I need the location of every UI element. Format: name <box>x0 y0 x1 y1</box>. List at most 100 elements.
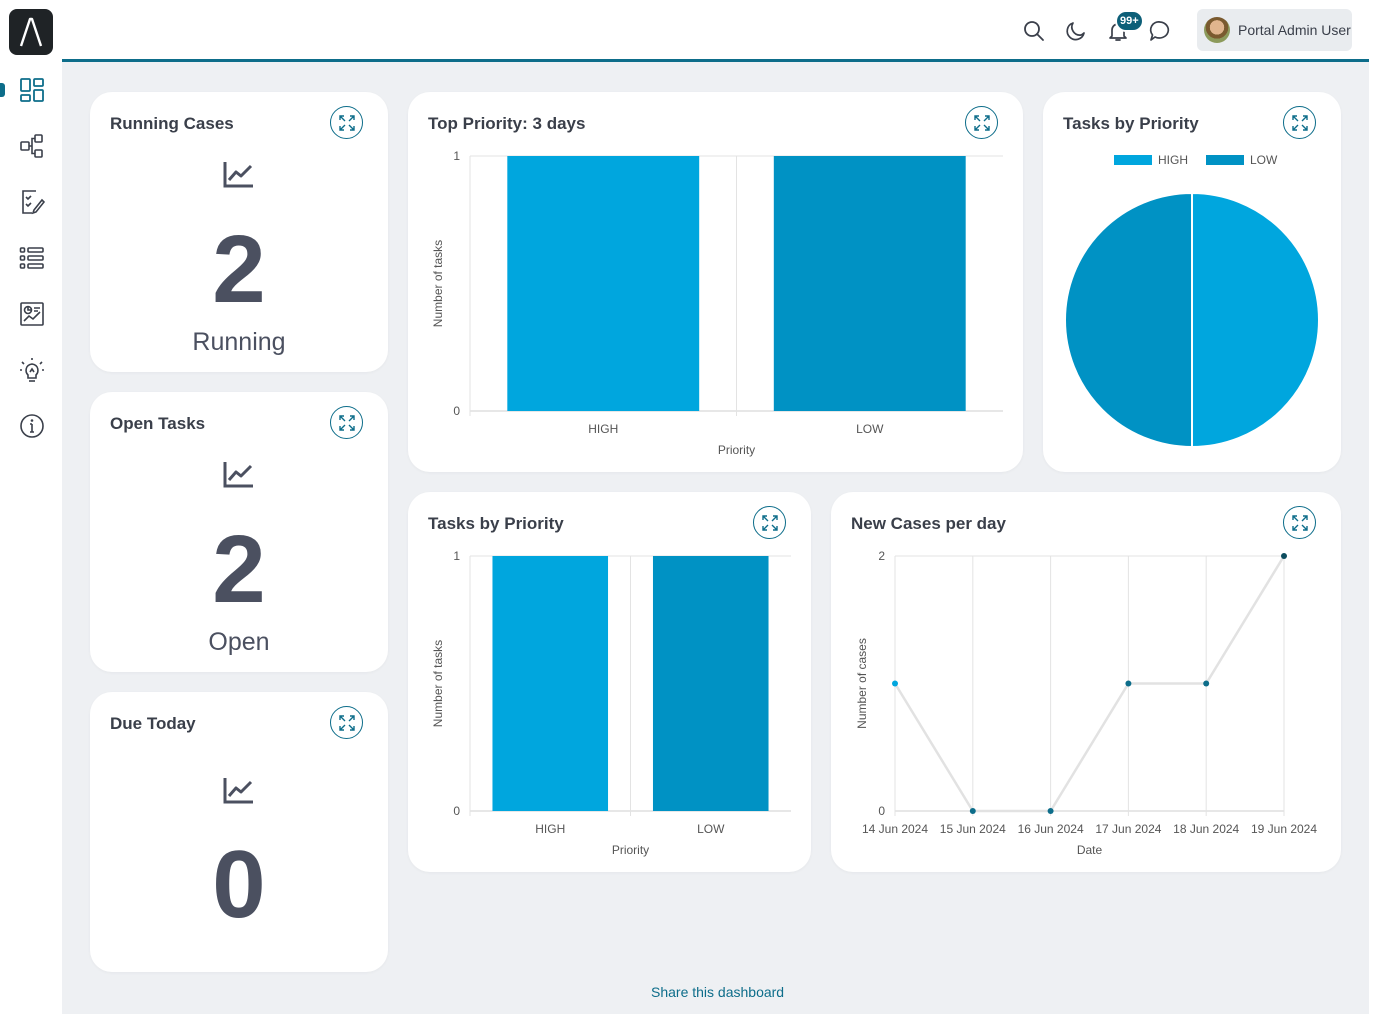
avatar <box>1204 17 1230 43</box>
user-menu-button[interactable]: Portal Admin User <box>1197 9 1352 51</box>
y-tick-label: 0 <box>453 404 460 418</box>
x-tick-label: 18 Jun 2024 <box>1173 822 1239 836</box>
statistics-icon <box>20 302 44 326</box>
stat-label: Running <box>192 328 286 356</box>
legend-item-low[interactable]: LOW <box>1206 153 1277 167</box>
stat-value: 2 <box>212 216 266 323</box>
bar-low <box>773 156 966 411</box>
data-point <box>1203 680 1210 687</box>
x-tick-label: LOW <box>697 822 725 836</box>
idea-icon <box>20 358 44 382</box>
expand-button[interactable] <box>753 506 786 539</box>
open-tasks-widget: Open Tasks 2 Open <box>90 392 388 672</box>
expand-button[interactable] <box>330 106 363 139</box>
sidebar-item-ideas[interactable] <box>14 352 50 388</box>
expand-icon <box>1291 514 1308 531</box>
expand-icon <box>338 714 355 731</box>
top-priority-bar-chart: HIGH LOW 0 1 Priority Number of tasks <box>431 149 1003 457</box>
expand-button[interactable] <box>1283 106 1316 139</box>
trend-chart-icon <box>223 778 253 804</box>
y-tick-label: 1 <box>453 549 460 563</box>
y-tick-label: 0 <box>453 804 460 818</box>
chat-icon <box>1149 21 1170 41</box>
info-icon <box>20 414 44 438</box>
widget-title: Top Priority: 3 days <box>428 114 586 133</box>
page-scrollbar[interactable] <box>1369 0 1386 1014</box>
app-logo[interactable] <box>9 9 53 55</box>
series-line <box>893 555 1286 813</box>
sidebar-item-statistics[interactable] <box>14 296 50 332</box>
case-list-icon <box>19 247 44 269</box>
top-bar <box>62 0 1369 62</box>
y-axis-title: Number of cases <box>855 638 869 729</box>
stat-value: 2 <box>212 516 266 623</box>
task-list-icon <box>22 190 45 215</box>
bar-low <box>652 556 769 811</box>
y-tick-label: 2 <box>878 549 885 563</box>
new-cases-line-chart: 14 Jun 2024 15 Jun 2024 16 Jun 2024 17 Jun … <box>855 549 1317 857</box>
widget-title: Due Today <box>110 714 196 733</box>
sidebar-item-about[interactable] <box>14 408 50 444</box>
stat-value: 0 <box>212 831 266 938</box>
expand-icon <box>973 114 990 131</box>
data-point <box>1047 808 1054 814</box>
x-tick-label: 14 Jun 2024 <box>862 822 928 836</box>
legend-item-high[interactable]: HIGH <box>1114 153 1188 167</box>
legend-swatch <box>1206 155 1244 165</box>
y-axis-title: Number of tasks <box>431 640 445 727</box>
expand-button[interactable] <box>965 106 998 139</box>
running-cases-widget: Running Cases 2 Running <box>90 92 388 372</box>
dashboard-icon <box>20 78 44 102</box>
expand-icon <box>338 114 355 131</box>
chat-button[interactable] <box>1148 19 1172 43</box>
legend-swatch <box>1114 155 1152 165</box>
widget-title: Open Tasks <box>110 414 206 433</box>
search-button[interactable] <box>1022 19 1046 43</box>
bar-high <box>507 156 700 411</box>
pie-slice-low <box>1064 191 1193 449</box>
sidebar-item-dashboard[interactable] <box>14 72 50 108</box>
sidebar-item-tasks[interactable] <box>14 184 50 220</box>
new-cases-per-day-widget: New Cases per day 14 Jun 2024 15 Jun 2024… <box>831 492 1341 872</box>
data-point <box>969 808 976 814</box>
y-tick-label: 0 <box>878 804 885 818</box>
legend-label: LOW <box>1250 153 1278 167</box>
expand-icon <box>338 414 355 431</box>
due-today-widget: Due Today 0 <box>90 692 388 972</box>
y-tick-label: 1 <box>453 149 460 163</box>
nav-active-indicator <box>0 83 5 97</box>
expand-icon <box>761 514 778 531</box>
y-axis-title: Number of tasks <box>431 240 445 327</box>
sidebar <box>0 0 62 1014</box>
expand-button[interactable] <box>330 706 363 739</box>
x-tick-label: LOW <box>856 422 884 436</box>
x-tick-label: 17 Jun 2024 <box>1095 822 1161 836</box>
pie-slice-high <box>1191 191 1320 449</box>
bar-high <box>492 556 609 811</box>
dark-mode-toggle[interactable] <box>1064 19 1088 43</box>
tasks-by-priority-pie-widget: Tasks by Priority HIGH LOW <box>1043 92 1341 472</box>
x-tick-label: HIGH <box>588 422 618 436</box>
sidebar-item-processes[interactable] <box>14 128 50 164</box>
x-tick-label: 19 Jun 2024 <box>1251 822 1317 836</box>
tasks-by-priority-bar-widget: Tasks by Priority HIGH LOW 0 1 Priority Numbe… <box>408 492 811 872</box>
widget-title: Tasks by Priority <box>1063 114 1199 133</box>
x-tick-label: 16 Jun 2024 <box>1018 822 1084 836</box>
stat-label: Open <box>208 628 270 656</box>
search-icon <box>1024 21 1044 41</box>
logo-icon <box>19 17 43 47</box>
trend-chart-icon <box>223 162 253 188</box>
expand-button[interactable] <box>330 406 363 439</box>
sidebar-item-cases[interactable] <box>14 240 50 276</box>
expand-button[interactable] <box>1283 506 1316 539</box>
x-axis-title: Date <box>1077 843 1103 857</box>
x-axis-title: Priority <box>612 843 649 857</box>
share-dashboard-link[interactable]: Share this dashboard <box>651 984 785 1000</box>
user-name: Portal Admin User <box>1238 22 1351 38</box>
tasks-by-priority-pie-chart <box>1064 191 1320 449</box>
widget-title: Tasks by Priority <box>428 514 564 533</box>
widget-title: Running Cases <box>110 114 234 133</box>
pie-legend: HIGH LOW <box>1114 153 1277 167</box>
legend-label: HIGH <box>1158 153 1188 167</box>
widget-title: New Cases per day <box>851 514 1006 533</box>
